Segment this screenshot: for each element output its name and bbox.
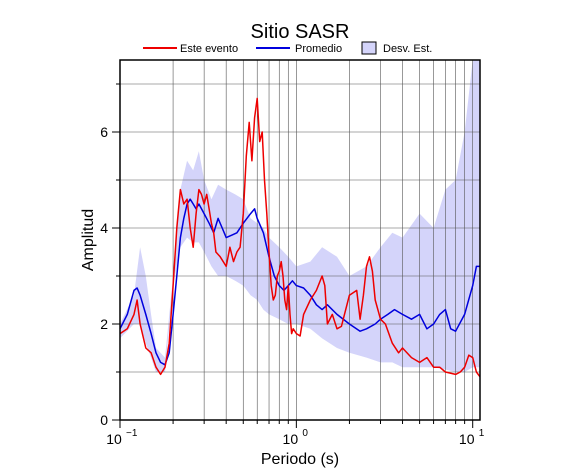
x-axis-title: Periodo (s) <box>261 451 339 468</box>
x-tick-label: 10 <box>106 431 122 447</box>
std-dev-band <box>120 60 480 372</box>
band-layer <box>120 60 480 372</box>
series-line-promedio <box>119 198 480 366</box>
grid-layer <box>119 60 480 420</box>
y-tick-label: 4 <box>100 220 108 236</box>
legend-label: Este evento <box>180 43 238 55</box>
y-tick-layer: 0 2 4 6 <box>100 83 120 428</box>
y-axis-title: Amplitud <box>80 209 97 271</box>
series-layer <box>119 97 481 378</box>
x-tick-exponent: 0 <box>302 428 308 439</box>
x-tick-label: 10 <box>459 431 475 447</box>
chart-title: Sitio SASR <box>251 21 350 43</box>
x-tick-layer: 10 −1 10 0 10 1 <box>106 420 485 447</box>
series-line-este-evento <box>119 97 481 378</box>
y-tick-label: 0 <box>100 412 108 428</box>
x-tick-exponent: −1 <box>126 428 138 439</box>
legend-label: Promedio <box>295 43 342 55</box>
legend-swatch <box>361 41 377 55</box>
y-tick-label: 2 <box>100 316 108 332</box>
x-tick-label: 10 <box>283 431 299 447</box>
plot-frame <box>119 59 481 421</box>
legend: Este evento Promedio Desv. Est. <box>143 41 432 55</box>
x-tick-exponent: 1 <box>479 428 485 439</box>
legend-label: Desv. Est. <box>383 43 432 55</box>
y-tick-label: 6 <box>100 124 108 140</box>
